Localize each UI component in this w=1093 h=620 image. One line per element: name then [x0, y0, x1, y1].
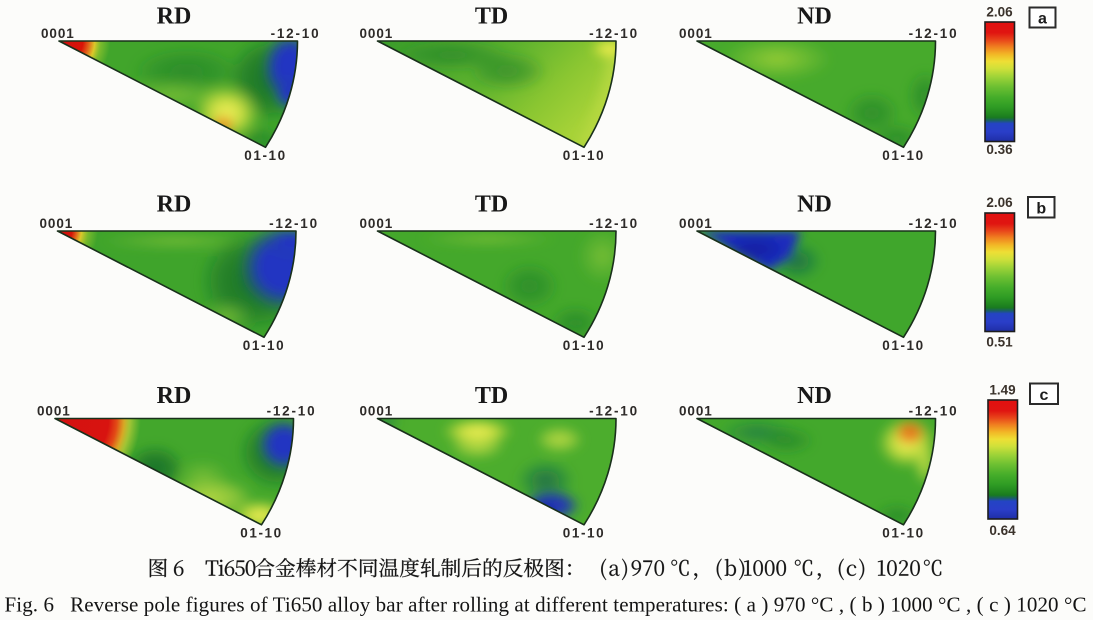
svg-text:ND: ND [797, 192, 832, 218]
svg-text:01-10: 01-10 [882, 525, 925, 540]
svg-text:0001: 0001 [360, 216, 394, 231]
svg-text:RD: RD [157, 4, 192, 30]
svg-text:TD: TD [475, 4, 508, 30]
svg-text:01-10: 01-10 [563, 148, 606, 163]
svg-text:0001: 0001 [40, 216, 74, 231]
svg-text:0001: 0001 [679, 26, 713, 41]
svg-text:01-10: 01-10 [240, 525, 283, 540]
svg-text:-12-10: -12-10 [909, 26, 959, 41]
svg-text:01-10: 01-10 [243, 338, 286, 353]
svg-text:2.06: 2.06 [986, 5, 1013, 20]
svg-text:RD: RD [157, 383, 192, 409]
svg-text:0.64: 0.64 [989, 523, 1016, 538]
svg-text:01-10: 01-10 [244, 148, 287, 163]
svg-text:ND: ND [797, 383, 832, 409]
svg-text:01-10: 01-10 [882, 148, 925, 163]
svg-text:01-10: 01-10 [563, 338, 606, 353]
svg-text:0001: 0001 [360, 404, 394, 419]
svg-text:-12-10: -12-10 [271, 26, 321, 41]
svg-text:RD: RD [157, 192, 192, 218]
svg-text:-12-10: -12-10 [589, 216, 639, 231]
svg-text:0001: 0001 [41, 26, 75, 41]
svg-text:b: b [1036, 201, 1046, 218]
svg-text:TD: TD [475, 383, 508, 409]
svg-text:-12-10: -12-10 [909, 216, 959, 231]
svg-text:Fig. 6 Reverse pole figures: Fig. 6 Reverse pole figures of Ti650 all… [5, 593, 1087, 617]
svg-text:a: a [1038, 11, 1047, 28]
svg-text:c: c [1040, 387, 1049, 404]
svg-text:ND: ND [797, 4, 832, 30]
svg-text:01-10: 01-10 [563, 525, 606, 540]
svg-text:01-10: 01-10 [882, 338, 925, 353]
svg-text:1.49: 1.49 [989, 383, 1015, 398]
svg-text:0.36: 0.36 [986, 142, 1013, 157]
svg-text:2.06: 2.06 [986, 195, 1013, 210]
svg-text:0001: 0001 [679, 216, 713, 231]
svg-text:-12-10: -12-10 [589, 404, 639, 419]
svg-text:0001: 0001 [679, 404, 713, 419]
svg-text:0001: 0001 [360, 26, 394, 41]
svg-text:-12-10: -12-10 [909, 404, 959, 419]
svg-text:-12-10: -12-10 [589, 26, 639, 41]
svg-text:TD: TD [475, 192, 508, 218]
svg-text:-12-10: -12-10 [269, 216, 319, 231]
svg-text:-12-10: -12-10 [267, 404, 317, 419]
svg-text:0.51: 0.51 [986, 335, 1013, 350]
svg-text:0001: 0001 [37, 404, 71, 419]
